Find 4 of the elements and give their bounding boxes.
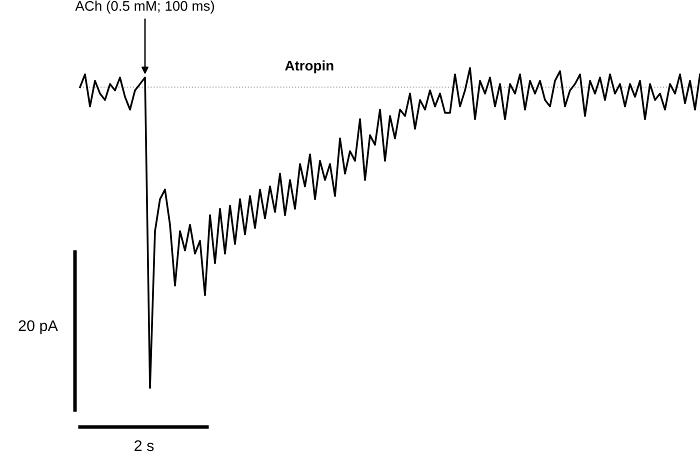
text: 20 pA (18, 320, 58, 334)
text: ACh (0.5 mM; 100 ms) (75, 0, 214, 14)
ref-line-label: Atropin (285, 60, 334, 74)
text: 2 s (134, 440, 154, 452)
